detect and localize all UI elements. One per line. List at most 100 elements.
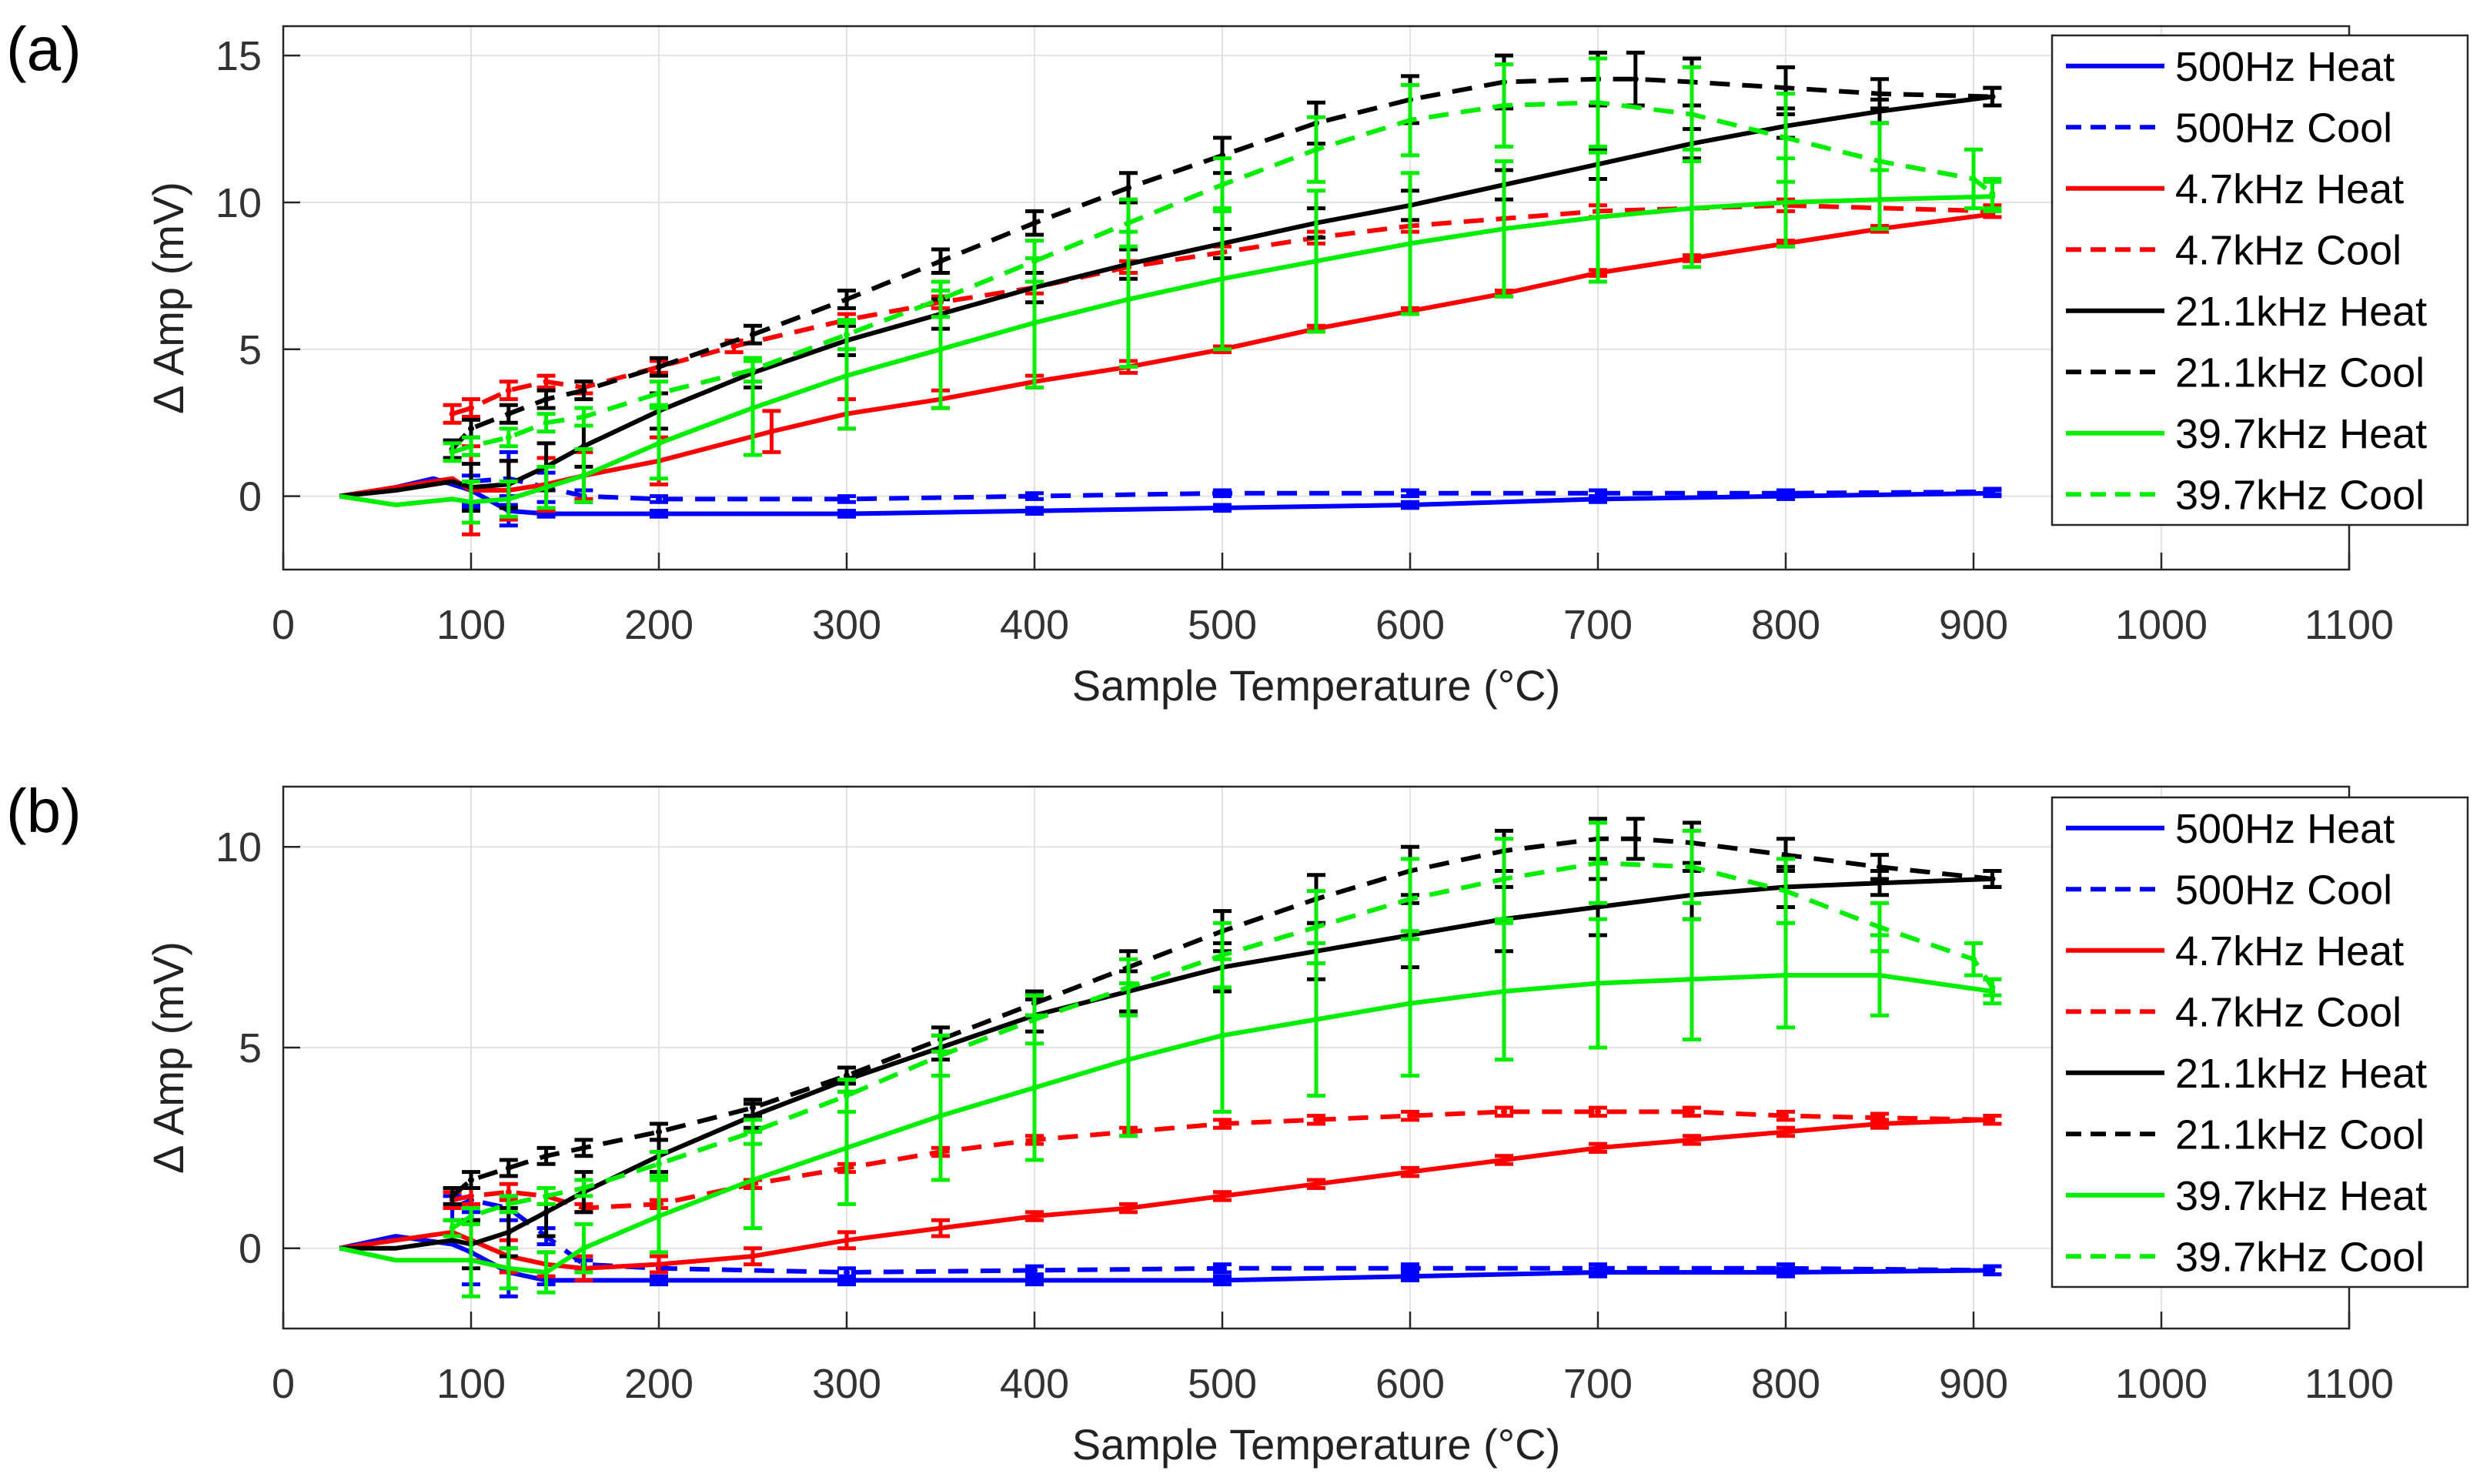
error-bar xyxy=(650,356,668,378)
error-bar xyxy=(1401,171,1419,316)
data-point xyxy=(580,413,587,420)
error-bar xyxy=(1025,1210,1044,1222)
data-point xyxy=(656,1277,662,1284)
data-point xyxy=(1689,1136,1695,1143)
x-axis-title: Sample Temperature (°C) xyxy=(1072,661,1560,710)
data-point xyxy=(1989,190,1996,197)
x-tick-label: 600 xyxy=(1375,602,1445,648)
y-axis-title: Δ Amp (mV) xyxy=(144,941,192,1174)
error-bar xyxy=(1401,857,1419,941)
data-point xyxy=(580,472,587,479)
data-point xyxy=(844,1268,850,1275)
error-bar xyxy=(762,409,781,454)
data-point xyxy=(1125,1056,1131,1063)
data-point xyxy=(505,410,512,417)
data-point xyxy=(1877,158,1883,165)
x-tick-label: 500 xyxy=(1188,602,1257,648)
error-bar xyxy=(462,1170,480,1190)
data-point xyxy=(1989,1116,1996,1123)
data-point xyxy=(1970,175,1977,182)
data-point xyxy=(1501,102,1507,109)
x-tick-label: 300 xyxy=(812,1361,881,1407)
legend-entry: 500Hz Heat xyxy=(2175,44,2395,90)
error-bar xyxy=(931,247,950,276)
data-point xyxy=(844,1277,850,1284)
data-point xyxy=(1219,1192,1225,1199)
data-point xyxy=(1313,146,1319,153)
data-point xyxy=(1989,984,1996,991)
data-point xyxy=(1125,1205,1131,1212)
data-point xyxy=(505,1228,512,1235)
data-point xyxy=(844,1072,850,1079)
data-point xyxy=(1970,956,1977,963)
error-bar xyxy=(744,1098,762,1118)
data-point xyxy=(1595,1108,1601,1115)
data-point xyxy=(1501,875,1507,882)
data-point xyxy=(750,331,756,338)
data-point xyxy=(505,496,512,503)
error-bar xyxy=(1025,506,1044,516)
error-bar xyxy=(1213,488,1232,499)
error-bar xyxy=(1589,917,1607,1050)
error-bar xyxy=(1119,197,1138,249)
error-bar xyxy=(1213,1274,1232,1287)
data-point xyxy=(468,1177,474,1184)
data-point xyxy=(1219,1277,1225,1284)
error-bar xyxy=(574,447,593,504)
data-point xyxy=(938,346,944,353)
data-point xyxy=(1407,502,1413,509)
error-bar xyxy=(443,1218,462,1238)
data-point xyxy=(656,1261,662,1268)
error-bar xyxy=(499,426,518,449)
error-bar xyxy=(1119,957,1138,1018)
error-bar xyxy=(1495,1154,1513,1166)
error-bar xyxy=(1025,209,1044,237)
x-tick-label: 0 xyxy=(272,1361,295,1407)
x-tick-label: 700 xyxy=(1563,602,1633,648)
data-point xyxy=(1595,99,1601,106)
error-bar xyxy=(837,1078,856,1114)
error-bar xyxy=(462,435,480,457)
error-bar xyxy=(1495,62,1513,149)
data-point xyxy=(1689,111,1695,118)
error-bar xyxy=(1025,1274,1044,1287)
data-point xyxy=(468,425,474,432)
data-point xyxy=(1501,988,1507,994)
error-bar xyxy=(536,464,556,510)
data-point xyxy=(1783,199,1789,206)
error-bar xyxy=(1213,921,1232,990)
data-point xyxy=(938,296,944,302)
data-point xyxy=(1031,258,1038,265)
error-bar xyxy=(1025,239,1044,284)
data-point xyxy=(1407,490,1413,496)
legend-entry: 39.7kHz Cool xyxy=(2175,1234,2425,1280)
series-39-7khz-heat xyxy=(339,147,2002,525)
error-bar xyxy=(1495,1105,1513,1118)
legend: 500Hz Heat 500Hz Cool 4.7kHz Heat 4.7kHz Co… xyxy=(2051,796,2469,1288)
error-bar xyxy=(1589,150,1607,284)
error-bar xyxy=(744,356,762,384)
data-point xyxy=(543,484,550,491)
data-point xyxy=(1689,205,1695,212)
y-tick-label: 0 xyxy=(239,474,262,520)
error-bar xyxy=(1776,1109,1795,1122)
error-bar xyxy=(536,1250,556,1295)
data-point xyxy=(468,1192,474,1199)
data-point xyxy=(449,449,456,456)
data-point xyxy=(449,1225,456,1232)
legend-entry: 21.1kHz Cool xyxy=(2175,349,2425,396)
data-point xyxy=(1632,835,1639,842)
y-tick-label: 5 xyxy=(239,1025,262,1071)
data-point xyxy=(1783,1112,1789,1119)
data-point xyxy=(1313,258,1319,265)
error-bar xyxy=(1401,500,1419,510)
legend-entry: 4.7kHz Heat xyxy=(2175,166,2404,212)
data-point xyxy=(1407,1168,1413,1175)
data-point xyxy=(1877,924,1883,931)
data-point xyxy=(1219,276,1225,282)
data-point xyxy=(844,496,850,503)
data-point xyxy=(1031,1085,1038,1091)
data-point xyxy=(1595,860,1601,867)
error-bar xyxy=(1870,1111,1889,1124)
data-point xyxy=(844,331,850,338)
